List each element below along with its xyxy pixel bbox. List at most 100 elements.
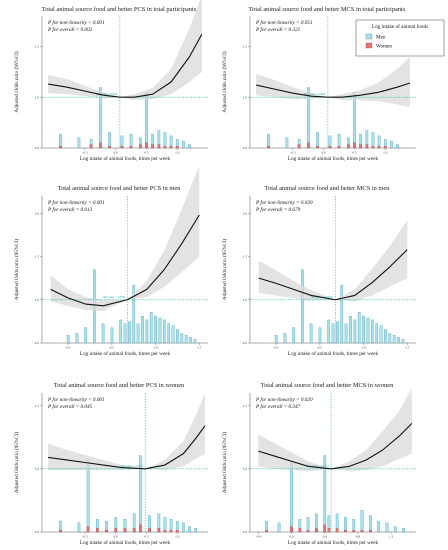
confidence-band	[48, 393, 205, 471]
hist-bar-men	[306, 517, 310, 533]
hist-bar-men	[318, 327, 322, 344]
hist-bar-women	[297, 144, 301, 149]
ref-point-label: Ref. point = 0.4771	[306, 465, 329, 468]
hist-bar-men	[385, 522, 389, 533]
hist-bar-women	[95, 528, 99, 533]
hist-bar-men	[375, 323, 379, 344]
x-tick-label: 1.0	[153, 346, 158, 350]
hist-bar-men	[316, 132, 319, 149]
chart-panel-3: Total animal source food and better PCS …	[13, 165, 208, 357]
chart-title: Total animal source food and better PCS …	[42, 6, 197, 13]
chart-panel-2: Total animal source food and better MCS …	[221, 6, 416, 162]
x-tick-label: 0.5	[144, 151, 149, 155]
chart-title: Total animal source food and better MCS …	[249, 6, 406, 13]
hist-bar-women	[371, 146, 375, 149]
x-tick-label: 0.4	[323, 535, 328, 539]
ref-point-label: Ref. point = 0.0667	[95, 93, 118, 96]
hist-bar-men	[188, 526, 191, 533]
hist-bar-women	[290, 526, 293, 533]
hist-bar-men	[182, 140, 185, 149]
y-axis-label: Adjusted Odds ratio (95%CI)	[221, 239, 228, 301]
hist-bar-men	[176, 329, 179, 344]
x-tick-label: 0.0	[289, 535, 294, 539]
hist-bar-men	[145, 319, 149, 344]
hist-bar-men	[167, 323, 171, 344]
x-tick-label: 0.0	[322, 151, 327, 155]
hist-bar-women	[315, 528, 318, 533]
p-overall: P for overall = 0.002	[47, 26, 93, 33]
hist-bar-women	[175, 530, 179, 533]
hist-bar-men	[392, 335, 396, 344]
hist-bar-women	[323, 524, 327, 533]
x-axis-label: Log intake of animal foods, times per we…	[80, 539, 171, 546]
hist-bar-women	[360, 530, 364, 533]
hist-bar-men	[292, 327, 296, 344]
p-nonlinearity: P for non-linearity = 0.039	[255, 199, 313, 206]
hist-bar-women	[298, 528, 302, 533]
hist-bar-men	[163, 132, 167, 149]
legend-swatch	[365, 33, 373, 40]
x-tick-label: -0.5	[82, 151, 88, 155]
chart-panel-1: Total animal source food and better PCS …	[13, 0, 208, 162]
hist-bar-men	[188, 144, 191, 149]
hist-bar-men	[388, 333, 392, 344]
hist-bar-men	[336, 321, 339, 344]
y-tick-label: 0.5	[243, 146, 248, 150]
ref-point-label: Ref. point = 0.4771	[120, 465, 143, 468]
y-tick-label: 1.0	[35, 467, 40, 471]
hist-bar-women	[163, 146, 167, 149]
hist-bar-women	[337, 146, 341, 149]
hist-bar-women	[108, 146, 111, 149]
x-tick-label: 0.0	[114, 535, 119, 539]
hist-bar-men	[128, 321, 131, 344]
hist-bar-men	[66, 335, 70, 344]
p-nonlinearity: P for non-linearity < 0.001	[47, 396, 105, 403]
hist-bar-women	[347, 144, 350, 149]
x-axis-label: Log intake of animal foods, times per we…	[288, 155, 379, 162]
hist-bar-women	[157, 528, 161, 533]
hist-bar-men	[309, 323, 313, 344]
ref-point-label: Ref. point = 0.6761	[102, 296, 125, 299]
y-tick-label: 1.0	[243, 95, 248, 99]
hist-bar-men	[360, 510, 364, 533]
hist-bar-men	[301, 269, 304, 344]
hist-bar-men	[349, 315, 352, 344]
hist-bar-men	[283, 333, 287, 344]
confidence-band	[258, 387, 412, 472]
y-axis-label: Adjusted Odds ratio (95%CI)	[13, 432, 20, 494]
hist-bar-men	[344, 323, 348, 344]
hist-bar-women	[59, 530, 62, 533]
legend-swatch	[365, 42, 373, 49]
hist-bar-men	[110, 327, 114, 344]
x-tick-label: 1.5	[405, 346, 410, 350]
ref-point-label: Ref. point = 0.0667	[303, 93, 326, 96]
hist-bar-men	[77, 137, 81, 149]
hist-bar-women	[105, 530, 108, 533]
hist-bar-women	[383, 146, 387, 149]
hist-bar-men	[371, 132, 375, 149]
hist-bar-women	[157, 144, 161, 149]
y-tick-label: 1.5	[35, 404, 40, 408]
hist-bar-women	[327, 528, 331, 533]
hist-bar-men	[182, 522, 185, 533]
hist-bar-women	[132, 528, 136, 533]
hist-bar-men	[327, 319, 330, 344]
x-axis-label: Log intake of animal foods, times per we…	[288, 350, 379, 357]
p-nonlinearity: P for non-linearity < 0.001	[47, 199, 105, 206]
hist-bar-women	[353, 142, 356, 149]
hist-bar-women	[335, 528, 339, 533]
hist-bar-men	[163, 517, 167, 533]
spline-curve	[50, 214, 200, 307]
hist-bar-men	[402, 528, 405, 533]
y-axis-label: Adjusted Odds ratio (95%CI)	[13, 239, 20, 301]
y-tick-label: 2.0	[243, 211, 248, 215]
hist-bar-women	[359, 144, 363, 149]
hist-bar-men	[141, 315, 144, 344]
hist-bar-men	[377, 520, 380, 533]
hist-bar-men	[353, 319, 357, 344]
hist-bar-men	[59, 134, 62, 149]
x-tick-label: -0.5	[290, 151, 296, 155]
spline-curve	[258, 249, 408, 301]
hist-bar-men	[86, 459, 90, 533]
